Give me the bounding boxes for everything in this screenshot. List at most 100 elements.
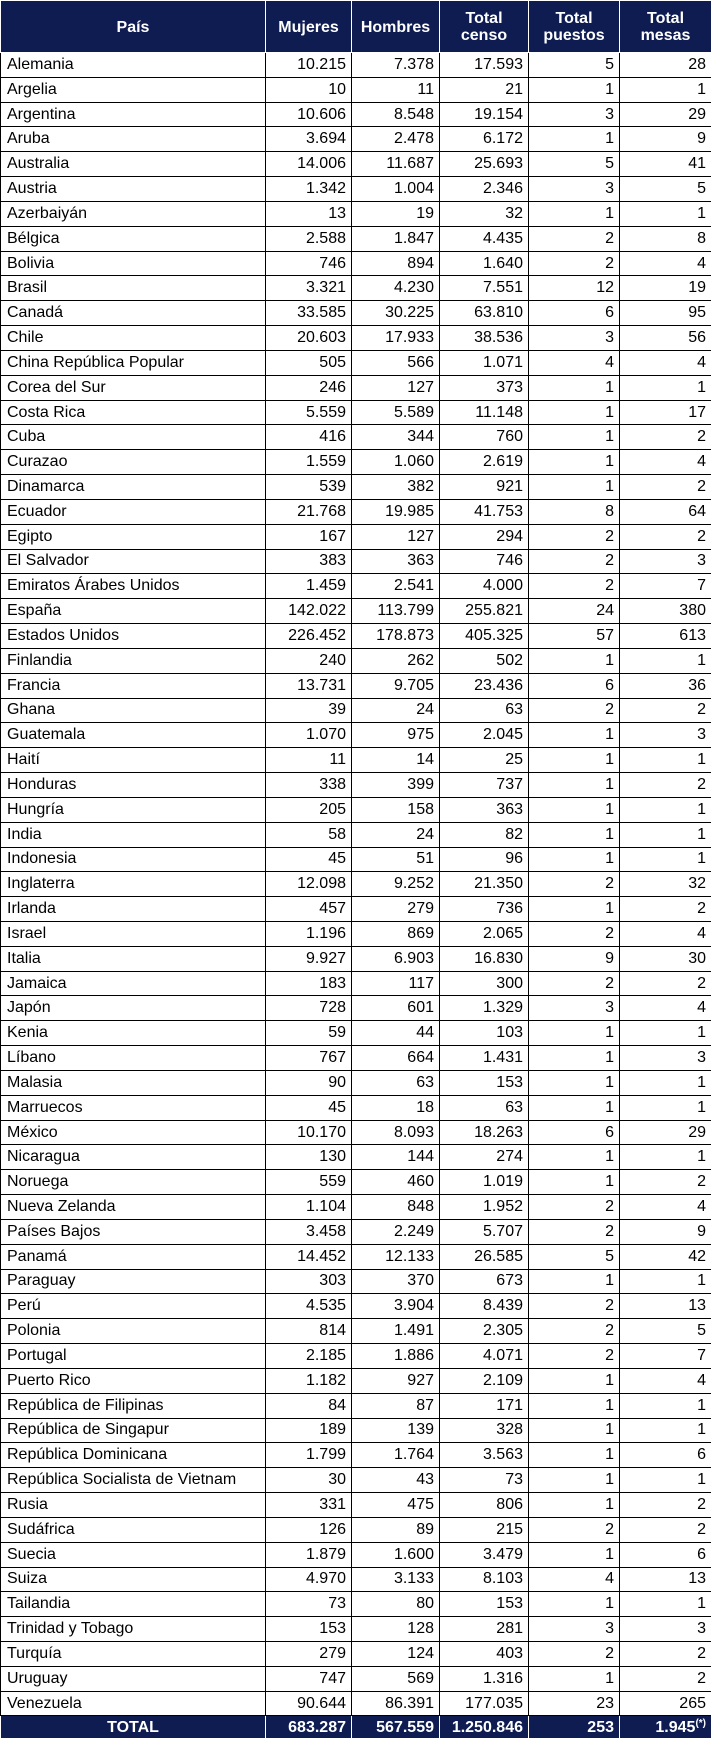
total-mesas-cell: 56 (619, 325, 711, 351)
country-cell: Inglaterra (0, 871, 266, 898)
hombres-cell: 382 (351, 474, 440, 500)
total-censo-cell: 4.435 (439, 225, 529, 252)
total-censo-cell: 26.585 (439, 1243, 529, 1270)
table-row: Haití 11 14 25 1 1 (0, 747, 711, 774)
country-cell: España (0, 598, 266, 625)
hombres-cell: 475 (351, 1492, 440, 1518)
mujeres-cell: 13.731 (265, 672, 352, 699)
total-puestos-cell: 9 (528, 945, 620, 972)
header-total-censo: Total censo (439, 0, 529, 53)
total-mesas-cell: 1 (619, 821, 711, 848)
total-censo-cell: 82 (439, 821, 529, 848)
total-censo-cell: 405.325 (439, 623, 529, 649)
total-mesas-cell: 42 (619, 1243, 711, 1270)
total-mesas-cell: 1 (619, 1069, 711, 1096)
total-mesas-cell: 2 (619, 1665, 711, 1692)
total-censo-cell: 41.753 (439, 498, 529, 525)
total-puestos-cell: 1 (528, 747, 620, 774)
total-puestos-cell: 3 (528, 325, 620, 351)
total-mesas-cell: 17 (619, 399, 711, 426)
total-censo-cell: 32 (439, 200, 529, 227)
mujeres-cell: 14.452 (265, 1243, 352, 1270)
total-censo: 1.250.846 (439, 1715, 529, 1740)
mujeres-cell: 1.182 (265, 1367, 352, 1394)
country-cell: Estados Unidos (0, 623, 266, 649)
total-censo-cell: 7.551 (439, 275, 529, 302)
table-row: México 10.170 8.093 18.263 6 29 (0, 1119, 711, 1146)
hombres-cell: 89 (351, 1516, 440, 1543)
total-censo-cell: 21.350 (439, 871, 529, 898)
total-mesas-cell: 2 (619, 1169, 711, 1196)
table-row: Tailandia 73 80 153 1 1 (0, 1591, 711, 1618)
total-puestos-cell: 2 (528, 1641, 620, 1667)
table-row: Paraguay 303 370 673 1 1 (0, 1268, 711, 1295)
mujeres-cell: 1.459 (265, 573, 352, 600)
total-mesas-cell: 1 (619, 1392, 711, 1419)
total-puestos-cell: 1 (528, 126, 620, 153)
country-cell: Egipto (0, 523, 266, 550)
country-cell: Nueva Zelanda (0, 1194, 266, 1220)
country-cell: China República Popular (0, 349, 266, 376)
hombres-cell: 399 (351, 772, 440, 798)
mujeres-cell: 728 (265, 995, 352, 1022)
header-pais: País (0, 0, 266, 53)
hombres-cell: 128 (351, 1616, 440, 1642)
mujeres-cell: 559 (265, 1169, 352, 1196)
total-mesas-cell: 41 (619, 151, 711, 178)
table-row: Polonia 814 1.491 2.305 2 5 (0, 1318, 711, 1345)
total-mesas-cell: 28 (619, 52, 711, 78)
mujeres-cell: 338 (265, 772, 352, 798)
total-censo-cell: 96 (439, 846, 529, 873)
total-censo-cell: 17.593 (439, 52, 529, 78)
mujeres-cell: 14.006 (265, 151, 352, 178)
mujeres-cell: 1.879 (265, 1541, 352, 1568)
total-mesas-cell: 1 (619, 846, 711, 873)
table-row: Venezuela 90.644 86.391 177.035 23 265 (0, 1690, 711, 1717)
total-puestos-cell: 4 (528, 1566, 620, 1593)
hombres-cell: 8.093 (351, 1119, 440, 1146)
mujeres-cell: 90.644 (265, 1690, 352, 1717)
mujeres-cell: 2.185 (265, 1343, 352, 1369)
total-puestos-cell: 1 (528, 1144, 620, 1171)
hombres-cell: 19 (351, 200, 440, 227)
total-censo-cell: 2.109 (439, 1367, 529, 1394)
table-row: Nicaragua 130 144 274 1 1 (0, 1144, 711, 1171)
total-censo-cell: 5.707 (439, 1218, 529, 1245)
table-row: Azerbaiyán 13 19 32 1 1 (0, 200, 711, 227)
total-mesas-cell: 6 (619, 1442, 711, 1469)
mujeres-cell: 205 (265, 796, 352, 823)
table-row: Austria 1.342 1.004 2.346 3 5 (0, 176, 711, 202)
table-row: Cuba 416 344 760 1 2 (0, 424, 711, 451)
total-censo-cell: 171 (439, 1392, 529, 1419)
hombres-cell: 1.004 (351, 176, 440, 202)
mujeres-cell: 303 (265, 1268, 352, 1295)
mujeres-cell: 20.603 (265, 325, 352, 351)
hombres-cell: 869 (351, 920, 440, 947)
total-mesas-cell: 4 (619, 1367, 711, 1394)
hombres-cell: 566 (351, 349, 440, 376)
total-censo-cell: 21 (439, 76, 529, 103)
table-row: Emiratos Árabes Unidos 1.459 2.541 4.000 2 7 (0, 573, 711, 600)
total-mesas: 1.945 (655, 1718, 696, 1736)
header-total-puestos: Total puestos (528, 0, 620, 53)
total-censo-cell: 18.263 (439, 1119, 529, 1146)
total-row: TOTAL 683.287 567.559 1.250.846 253 1.94… (0, 1715, 711, 1740)
total-censo-cell: 1.431 (439, 1045, 529, 1071)
total-mesas-cell: 1 (619, 796, 711, 823)
table-row: Perú 4.535 3.904 8.439 2 13 (0, 1293, 711, 1320)
mujeres-cell: 183 (265, 970, 352, 997)
country-cell: República Socialista de Vietnam (0, 1467, 266, 1494)
table-row: Honduras 338 399 737 1 2 (0, 772, 711, 798)
hombres-cell: 17.933 (351, 325, 440, 351)
hombres-cell: 1.847 (351, 225, 440, 252)
country-cell: Marruecos (0, 1094, 266, 1121)
total-mesas-cell: 19 (619, 275, 711, 302)
total-mesas-cell: 64 (619, 498, 711, 525)
hombres-cell: 19.985 (351, 498, 440, 525)
country-cell: Ecuador (0, 498, 266, 525)
total-puestos-cell: 1 (528, 1541, 620, 1568)
table-row: Jamaica 183 117 300 2 2 (0, 970, 711, 997)
total-censo-cell: 363 (439, 796, 529, 823)
total-mesas-cell: 13 (619, 1566, 711, 1593)
total-censo-cell: 1.019 (439, 1169, 529, 1196)
